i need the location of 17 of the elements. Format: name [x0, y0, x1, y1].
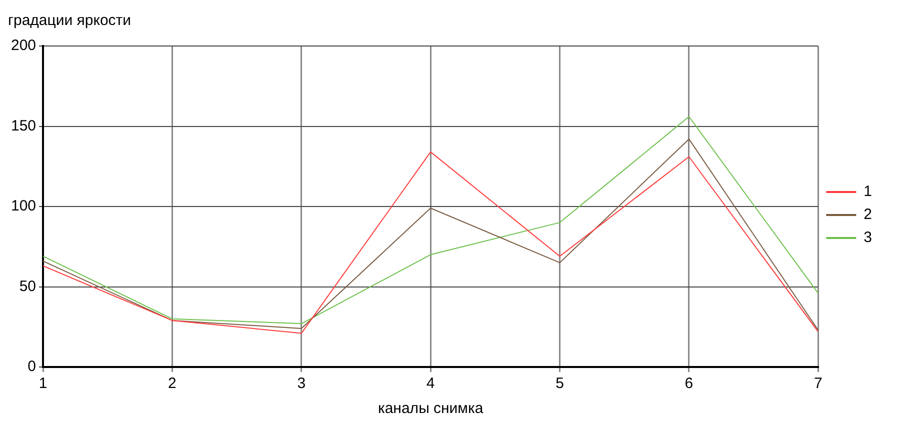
x-tick-label: 5 [556, 375, 564, 392]
x-tick-label: 7 [814, 375, 822, 392]
x-tick-label: 2 [168, 375, 176, 392]
legend-label: 1 [864, 183, 872, 200]
x-tick-label: 1 [38, 375, 48, 392]
y-tick-label: 100 [10, 198, 36, 215]
y-tick-label: 200 [10, 37, 36, 54]
x-tick-label: 3 [297, 375, 306, 392]
y-tick-label: 150 [10, 117, 36, 134]
y-tick-label: 50 [19, 278, 36, 295]
x-axis-title: каналы снимка [378, 400, 484, 418]
legend-label: 2 [864, 206, 872, 224]
y-tick-label: 0 [28, 358, 36, 376]
y-axis-title: градации яркости [8, 12, 132, 30]
legend-label: 3 [864, 229, 872, 246]
x-tick-label: 6 [684, 375, 694, 392]
x-tick-label: 4 [426, 375, 435, 392]
